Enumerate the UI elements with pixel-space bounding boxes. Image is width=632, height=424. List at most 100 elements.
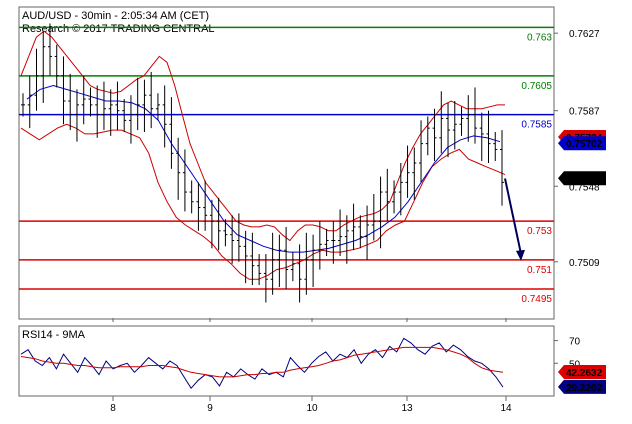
- y-tick-label: 0.7548: [569, 182, 600, 193]
- bollinger-upper-line: [20, 30, 505, 242]
- price-bar: [27, 75, 32, 129]
- bollinger-bands: [20, 30, 506, 280]
- x-tick-label: 14: [500, 403, 512, 414]
- price-bar: [189, 180, 194, 214]
- price-bar: [412, 147, 417, 200]
- price-bar: [344, 215, 349, 264]
- price-bar: [230, 215, 235, 264]
- price-bar: [122, 99, 127, 132]
- price-bar: [425, 116, 430, 156]
- rsi-tag: 29.2202: [558, 379, 606, 394]
- price-bar: [176, 137, 181, 200]
- price-bar: [270, 232, 275, 295]
- price-bar: [378, 176, 383, 249]
- forecast-arrow-shaft: [504, 178, 522, 255]
- rsi-tag: 42.2632: [558, 365, 606, 380]
- price-tag-label: 0.75521: [566, 174, 603, 185]
- y-tick-label: 0.7509: [569, 258, 600, 269]
- price-bars: [21, 23, 504, 303]
- price-bar: [68, 73, 73, 131]
- price-bar: [277, 234, 282, 287]
- x-tick-label: 13: [401, 403, 413, 414]
- price-tag: 0.75702: [558, 136, 606, 151]
- price-bar: [47, 23, 52, 76]
- price-bar: [257, 254, 262, 286]
- price-bar: [81, 75, 86, 125]
- price-bar: [142, 79, 147, 132]
- price-bar: [419, 120, 424, 183]
- price-bar: [392, 180, 397, 214]
- price-bar: [250, 232, 255, 286]
- price-bar: [41, 31, 46, 103]
- level-label: 0.751: [527, 265, 552, 276]
- price-bar: [351, 203, 356, 251]
- rsi-lines: [20, 337, 504, 390]
- price-tag-label: 0.75702: [566, 139, 603, 150]
- level-label: 0.7605: [521, 81, 552, 92]
- rsi-tick-label: 70: [569, 337, 581, 348]
- price-bar: [155, 93, 160, 121]
- price-bar: [371, 194, 376, 241]
- rsi-ma-line: [20, 346, 504, 378]
- price-bar: [439, 91, 444, 154]
- price-y-axis: 0.7627 0.7587 0.7548 0.7509: [554, 29, 600, 269]
- level-label: 0.7495: [521, 294, 552, 305]
- price-bar: [74, 89, 79, 142]
- level-label: 0.7585: [521, 120, 552, 131]
- price-bar: [149, 71, 154, 129]
- price-bar: [34, 48, 39, 111]
- chart-title: AUD/USD - 30min - 2:05:34 AM (CET): [22, 10, 209, 22]
- price-bar: [290, 252, 295, 282]
- rsi-tick-label: 50: [569, 359, 581, 370]
- price-bar: [324, 228, 329, 256]
- price-bar: [95, 85, 100, 138]
- price-bar: [493, 132, 498, 162]
- price-bar: [101, 81, 106, 131]
- price-bar: [203, 180, 208, 231]
- price-bar: [446, 102, 451, 158]
- rsi-tag-label: 29.2202: [566, 383, 603, 394]
- price-bar: [466, 95, 471, 142]
- price-bar: [338, 209, 343, 256]
- level-label: 0.753: [527, 226, 552, 237]
- price-bar: [196, 182, 201, 231]
- level-labels: 0.763 0.7605 0.7585 0.753 0.751 0.7495: [521, 32, 552, 305]
- price-bar: [473, 87, 478, 144]
- price-bar: [311, 234, 316, 287]
- price-bar: [243, 230, 248, 284]
- rsi-y-axis: 70 50: [554, 337, 581, 370]
- price-tag: 0.75521: [558, 171, 606, 186]
- price-bar: [135, 77, 140, 131]
- x-tick-label: 10: [306, 403, 318, 414]
- price-bar: [88, 87, 93, 117]
- price-bar: [459, 106, 464, 136]
- x-tick-label: 8: [110, 403, 116, 414]
- price-bar: [331, 221, 336, 264]
- price-bar: [209, 199, 214, 249]
- moving-average: [26, 84, 501, 253]
- rsi-tag-label: 42.2632: [566, 368, 603, 379]
- rsi-title: RSI14 - 9MA: [22, 329, 86, 341]
- forecast-arrow-head: [516, 249, 525, 261]
- price-bar: [284, 226, 289, 289]
- price-bar: [216, 197, 221, 251]
- price-bar: [398, 163, 403, 216]
- price-bar: [405, 145, 410, 198]
- price-bar: [358, 215, 363, 249]
- rsi-panel-frame: [18, 325, 555, 397]
- price-bar: [162, 85, 167, 148]
- price-bar: [115, 81, 120, 131]
- price-bar: [365, 205, 370, 260]
- x-axis: 8 9 10 13 14: [110, 318, 512, 414]
- forecast-arrow: [504, 178, 525, 261]
- moving-average-line: [26, 84, 501, 253]
- y-tick-label: 0.7587: [569, 107, 600, 118]
- price-bar: [61, 56, 66, 125]
- price-bar: [21, 93, 25, 117]
- x-tick-label: 9: [207, 403, 213, 414]
- rsi-tags: 42.2632 29.2202: [558, 365, 606, 394]
- price-bar: [304, 232, 309, 295]
- price-bar: [452, 101, 457, 150]
